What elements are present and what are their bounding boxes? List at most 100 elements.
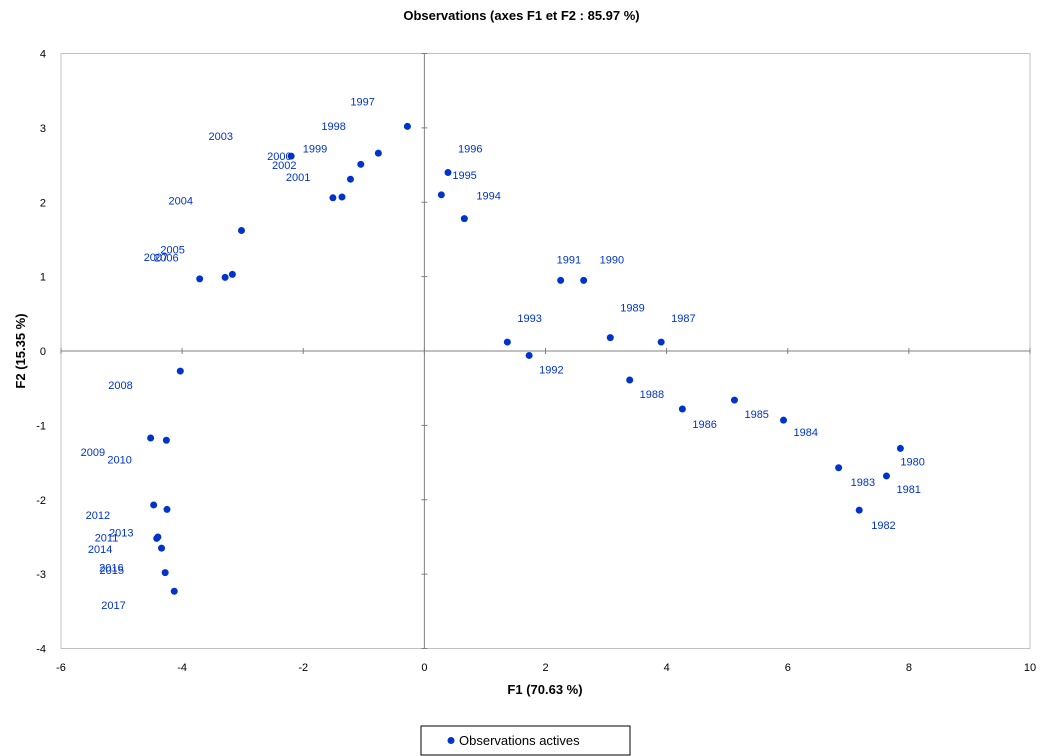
y-axis-ticks: 4 3 2 1 0 -1 -2 -3 -4 [36, 49, 428, 656]
data-point [154, 533, 162, 541]
y-tick-label: -2 [36, 495, 46, 507]
legend-label: Observations actives [459, 733, 580, 748]
data-point [678, 405, 686, 413]
y-tick-label: 3 [40, 123, 46, 135]
data-label: 1994 [476, 191, 500, 203]
data-label: 2009 [81, 447, 105, 459]
data-label: 2002 [272, 160, 296, 172]
data-label: 2001 [286, 172, 310, 184]
data-label: 2005 [160, 244, 184, 256]
data-point [150, 501, 158, 509]
data-point [237, 227, 245, 235]
data-label: 2000 [267, 151, 291, 163]
data-point [196, 275, 204, 283]
data-label: 1996 [458, 144, 482, 156]
data-point [557, 276, 565, 284]
y-tick-label: -3 [36, 569, 46, 581]
data-point [147, 434, 155, 442]
data-label: 2003 [208, 131, 232, 143]
data-point [503, 338, 511, 346]
data-label: 2017 [101, 600, 125, 612]
x-tick-label: 2 [542, 662, 548, 674]
data-points [147, 122, 904, 595]
data-point [170, 587, 178, 595]
y-tick-label: -4 [36, 644, 46, 656]
data-label: 1990 [600, 254, 624, 266]
data-label: 2012 [86, 510, 110, 522]
data-label: 1988 [640, 389, 664, 401]
y-tick-label: 2 [40, 197, 46, 209]
legend-box [420, 725, 631, 756]
y-tick-label: 4 [40, 49, 46, 61]
data-label: 2015 [100, 565, 124, 577]
data-label: 1985 [744, 409, 768, 421]
data-point [780, 416, 788, 424]
x-axis-ticks: -6 -4 -2 0 2 4 6 8 10 [56, 348, 1036, 674]
data-point [657, 338, 665, 346]
x-tick-label: 0 [421, 662, 427, 674]
data-point [374, 149, 382, 157]
data-label: 1983 [851, 477, 875, 489]
data-point [626, 376, 634, 384]
data-point [338, 193, 346, 201]
y-tick-label: 1 [40, 272, 46, 284]
data-point [403, 122, 411, 130]
data-label: 2011 [95, 532, 119, 544]
data-point [346, 175, 354, 183]
data-label: 1986 [692, 419, 716, 431]
data-point [525, 351, 533, 359]
data-labels: 1980 1981 1982 1983 1984 1985 1986 1987 1988 1989… [81, 96, 925, 612]
legend: Observations actives [420, 725, 631, 756]
data-point [730, 396, 738, 404]
data-point [835, 464, 843, 472]
data-label: 1989 [620, 303, 644, 315]
data-point [162, 436, 170, 444]
data-label: 1997 [350, 96, 374, 108]
data-point [896, 444, 904, 452]
data-point [882, 472, 890, 480]
data-label: 1995 [452, 170, 476, 182]
data-label: 2007 [144, 252, 168, 264]
data-label: 1993 [517, 313, 541, 325]
data-label: 2013 [109, 527, 133, 539]
legend-marker [447, 737, 455, 744]
data-point [176, 367, 184, 375]
data-label: 2016 [99, 563, 123, 575]
data-point [287, 152, 295, 160]
data-label: 2006 [154, 252, 178, 264]
data-point [444, 169, 452, 176]
data-point [855, 506, 863, 514]
x-tick-label: 4 [664, 662, 670, 674]
data-point [357, 160, 365, 168]
x-tick-label: -6 [56, 662, 66, 674]
data-point [163, 505, 171, 513]
x-tick-label: -4 [177, 662, 187, 674]
data-label: 2008 [108, 380, 132, 392]
data-label: 1991 [557, 254, 581, 266]
data-label: 2010 [107, 454, 131, 466]
data-point [158, 544, 166, 552]
x-tick-label: 10 [1024, 662, 1036, 674]
data-label: 1987 [671, 313, 695, 325]
data-label: 1999 [303, 143, 327, 155]
data-label: 2004 [168, 196, 192, 208]
x-tick-label: -2 [298, 662, 308, 674]
data-point [161, 569, 169, 577]
data-point [221, 273, 229, 281]
data-point [606, 334, 614, 342]
x-tick-label: 6 [785, 662, 791, 674]
y-tick-label: -1 [36, 420, 46, 432]
data-label: 1981 [896, 484, 920, 496]
x-axis-title: F1 (70.63 %) [507, 682, 582, 697]
data-label: 1998 [321, 121, 345, 133]
data-point [437, 191, 445, 199]
data-point [329, 194, 337, 202]
data-label: 1992 [539, 364, 563, 376]
y-axis-title: F2 (15.35 %) [13, 313, 28, 388]
data-label: 1984 [794, 427, 818, 439]
data-point [580, 276, 588, 284]
data-point [228, 270, 236, 278]
data-label: 2014 [88, 544, 112, 556]
